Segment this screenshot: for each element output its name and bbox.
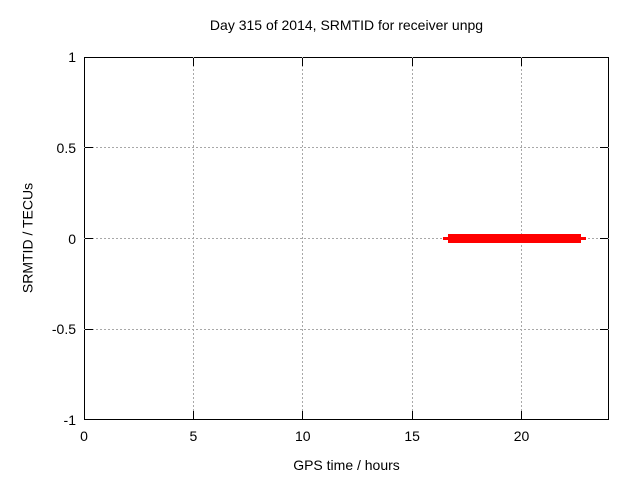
- y-gridline: [84, 147, 609, 149]
- x-tick-mark-bottom: [411, 411, 413, 419]
- x-tick-mark-top: [302, 58, 304, 66]
- data-line-segment: [448, 234, 581, 243]
- y-tick-mark-left: [85, 328, 93, 330]
- x-axis-title: GPS time / hours: [293, 457, 400, 473]
- y-tick-label: 1: [68, 49, 76, 65]
- x-tick-mark-bottom: [302, 411, 304, 419]
- x-tick-mark-bottom: [521, 411, 522, 419]
- y-tick-label: 0: [68, 230, 76, 247]
- x-tick-label: 10: [294, 428, 311, 444]
- y-gridline: [84, 238, 609, 239]
- y-tick-label: -0.5: [51, 321, 76, 338]
- x-tick-mark-top: [521, 58, 522, 66]
- x-tick-mark-top: [192, 58, 194, 66]
- y-gridline: [84, 328, 609, 330]
- x-tick-label: 5: [189, 428, 198, 444]
- y-tick-label: 0.5: [56, 139, 76, 156]
- chart-title: Day 315 of 2014, SRMTID for receiver unp…: [209, 17, 484, 33]
- y-tick-mark-right: [600, 238, 608, 239]
- x-tick-label: 15: [404, 428, 420, 444]
- x-tick-label: 20: [513, 428, 530, 444]
- y-tick-mark-left: [85, 147, 93, 149]
- y-tick-mark-left: [85, 238, 93, 239]
- x-tick-mark-top: [411, 58, 413, 66]
- data-line-segment: [580, 237, 587, 240]
- x-tick-label: 0: [80, 428, 88, 444]
- x-tick-mark-bottom: [192, 411, 194, 419]
- y-tick-mark-right: [600, 328, 608, 330]
- data-line-segment: [442, 237, 449, 240]
- y-tick-label: -1: [63, 412, 76, 428]
- y-tick-mark-right: [600, 147, 608, 149]
